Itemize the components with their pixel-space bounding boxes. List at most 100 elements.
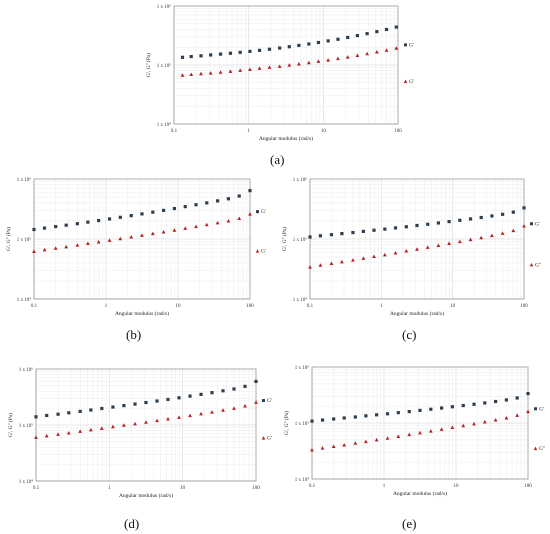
data-point-g-double-prime [472, 421, 476, 426]
y-tick-label: 1 x 10⁵ [295, 421, 310, 427]
x-tick-label: 10 [176, 304, 182, 309]
data-point-g-prime [351, 230, 355, 235]
data-point-g-prime [342, 416, 346, 420]
data-point-g-double-prime [365, 51, 370, 56]
data-point-g-double-prime [122, 423, 126, 427]
data-point-g-double-prime [363, 439, 368, 444]
data-point-g-prime [42, 226, 47, 230]
data-point-g-prime [243, 384, 247, 388]
data-point-g-prime [483, 401, 487, 405]
data-point-g-double-prime [394, 46, 399, 50]
data-point-g-prime [67, 411, 71, 415]
data-point-g-prime [500, 212, 505, 216]
data-point-g-double-prime [204, 222, 209, 227]
data-point-g-double-prime [428, 429, 433, 433]
data-point-g-double-prime [238, 68, 243, 72]
data-point-g-prime [365, 32, 369, 36]
data-point-g-prime [336, 37, 340, 41]
data-point-g-prime [177, 396, 181, 400]
data-point-g-prime [515, 396, 519, 400]
y-axis-label: G', G'' (Pa) [283, 411, 290, 435]
panel-caption-c: (c) [402, 327, 417, 342]
data-point-g-prime [340, 232, 344, 236]
legend-marker-square [404, 43, 407, 47]
y-axis-label: G', G'' (Pa) [281, 227, 288, 251]
legend-label: G' [409, 79, 414, 85]
data-point-g-prime [307, 42, 311, 46]
data-point-g-prime [155, 399, 159, 403]
chart-panel-e: 0.1 1 10 100 1 x 10⁴ 1 x 10⁵ 1 x 10⁶ Angular mo… [278, 355, 548, 505]
data-point-g-double-prime [384, 48, 389, 52]
legend-label: G' [267, 398, 272, 404]
data-point-g-double-prime [504, 415, 509, 420]
x-tick-label: 0.1 [307, 304, 314, 309]
y-tick-label: 1 x 10⁶ [157, 4, 172, 10]
data-point-g-double-prime [372, 254, 376, 259]
data-point-g-double-prime [457, 239, 462, 244]
data-point-g-double-prime [64, 244, 69, 249]
data-point-g-prime [318, 234, 323, 238]
data-point-g-prime [393, 226, 398, 230]
data-point-g-double-prime [447, 241, 451, 246]
data-point-g-prime [320, 418, 325, 422]
data-point-g-prime [418, 408, 422, 412]
y-tick-label: 1 x 10⁶ [17, 177, 32, 183]
data-point-g-prime [144, 400, 148, 405]
data-point-g-double-prime [331, 444, 336, 449]
data-point-g-prime [232, 387, 236, 391]
chart-panel-b: 0.1 1 10 100 1 x 10⁴ 1 x 10⁵ 1 x 10⁶ Angular mo… [2, 173, 270, 328]
data-point-g-double-prime [439, 427, 444, 431]
data-point-g-prime [216, 199, 220, 203]
data-point-g-prime [257, 48, 262, 52]
data-point-g-double-prime [257, 66, 262, 70]
y-tick-label: 1 x 10⁵ [17, 237, 32, 243]
data-point-g-prime [511, 210, 515, 214]
data-point-g-double-prime [180, 73, 185, 77]
data-point-g-prime [54, 224, 58, 229]
data-point-g-double-prime [515, 413, 520, 417]
plot-frame [33, 178, 251, 300]
data-point-g-double-prime [99, 426, 104, 430]
data-point-g-double-prime [194, 224, 198, 229]
x-tick-label: 1 [105, 304, 108, 309]
data-point-g-prime [64, 223, 68, 227]
data-point-g-double-prime [339, 259, 344, 264]
data-point-g-prime [228, 51, 233, 55]
data-point-g-double-prime [490, 233, 494, 238]
legend-marker-triangle [255, 249, 260, 253]
legend-label: G' [409, 42, 414, 48]
y-tick-label: 1 x 10⁶ [19, 367, 34, 373]
data-point-g-prime [226, 197, 230, 201]
data-point-g-prime [385, 412, 390, 416]
data-point-g-prime [205, 201, 209, 205]
data-point-g-prime [218, 52, 223, 56]
data-point-g-double-prime [221, 408, 225, 412]
x-tick-label: 100 [394, 129, 402, 134]
data-point-g-prime [440, 406, 444, 410]
data-point-g-double-prime [468, 237, 473, 242]
legend-label: G' [261, 209, 266, 215]
chart-panel-d: 0.1 1 10 100 1 x 10⁴ 1 x 10⁵ 1 x 10⁶ Angular mo… [2, 355, 272, 505]
data-point-g-double-prime [254, 400, 258, 404]
data-point-g-double-prime [118, 236, 123, 241]
data-point-g-prime [504, 398, 508, 402]
data-point-g-prime [461, 403, 465, 408]
y-tick-label: 1 x 10⁶ [293, 177, 308, 183]
legend-label: G' [535, 221, 540, 227]
data-point-g-prime [194, 203, 198, 207]
data-point-g-double-prime [526, 409, 530, 414]
data-point-g-prime [248, 189, 252, 193]
data-point-g-prime [332, 417, 336, 421]
plot-frame [173, 5, 399, 125]
data-point-g-double-prime [415, 247, 419, 251]
data-point-g-double-prime [140, 233, 144, 237]
x-tick-label: 1 [383, 484, 386, 489]
data-point-g-prime [140, 212, 144, 216]
data-point-g-prime [100, 406, 104, 411]
data-point-g-double-prime [166, 416, 170, 421]
data-point-g-prime [199, 392, 203, 396]
x-tick-label: 100 [252, 486, 260, 491]
data-point-g-double-prime [183, 226, 188, 230]
data-point-g-double-prime [326, 58, 331, 62]
data-point-g-prime [75, 222, 79, 226]
